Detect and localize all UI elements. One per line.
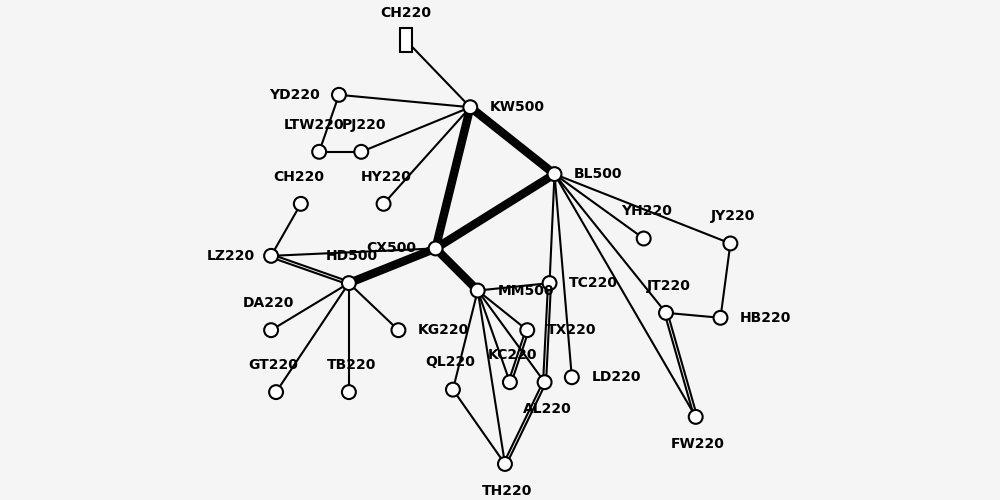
Circle shape	[463, 100, 477, 114]
Circle shape	[503, 376, 517, 389]
Text: DA220: DA220	[243, 296, 294, 310]
Circle shape	[520, 323, 534, 337]
Circle shape	[714, 311, 727, 324]
Text: JT220: JT220	[647, 278, 690, 292]
Text: LZ220: LZ220	[207, 249, 255, 263]
Circle shape	[548, 167, 561, 181]
Text: CH220: CH220	[273, 170, 324, 183]
Text: HY220: HY220	[361, 170, 411, 183]
Text: YH220: YH220	[621, 204, 672, 218]
Text: FW220: FW220	[671, 437, 725, 451]
Circle shape	[429, 242, 443, 256]
Text: BL500: BL500	[573, 167, 622, 181]
Text: AL220: AL220	[523, 402, 571, 416]
Text: JY220: JY220	[711, 209, 755, 223]
Text: HB220: HB220	[739, 311, 791, 325]
Circle shape	[391, 323, 405, 337]
Text: KW500: KW500	[490, 100, 545, 114]
Circle shape	[498, 457, 512, 471]
Circle shape	[723, 236, 737, 250]
Text: GT220: GT220	[249, 358, 299, 372]
Circle shape	[377, 197, 391, 211]
Circle shape	[269, 385, 283, 399]
Text: TX220: TX220	[547, 323, 597, 337]
Circle shape	[264, 323, 278, 337]
Circle shape	[471, 284, 485, 298]
Bar	[400, 28, 412, 52]
Circle shape	[689, 410, 703, 424]
Circle shape	[312, 145, 326, 158]
Text: TC220: TC220	[569, 276, 618, 290]
Text: CX500: CX500	[366, 242, 416, 256]
Circle shape	[264, 249, 278, 263]
Text: KC220: KC220	[488, 348, 537, 362]
Text: TB220: TB220	[327, 358, 376, 372]
Circle shape	[565, 370, 579, 384]
Circle shape	[659, 306, 673, 320]
Circle shape	[354, 145, 368, 158]
Text: MM500: MM500	[498, 284, 554, 298]
Circle shape	[446, 382, 460, 396]
Text: YD220: YD220	[269, 88, 320, 102]
Circle shape	[342, 385, 356, 399]
Text: CH220: CH220	[380, 6, 431, 20]
Circle shape	[637, 232, 651, 245]
Text: LTW220: LTW220	[284, 118, 345, 132]
Text: TH220: TH220	[482, 484, 533, 498]
Circle shape	[332, 88, 346, 102]
Circle shape	[294, 197, 308, 211]
Circle shape	[538, 376, 552, 389]
Circle shape	[342, 276, 356, 290]
Text: KG220: KG220	[418, 323, 469, 337]
Text: QL220: QL220	[426, 356, 475, 370]
Text: HD500: HD500	[325, 249, 377, 263]
Circle shape	[543, 276, 556, 290]
Text: LD220: LD220	[592, 370, 641, 384]
Text: PJ220: PJ220	[341, 118, 386, 132]
